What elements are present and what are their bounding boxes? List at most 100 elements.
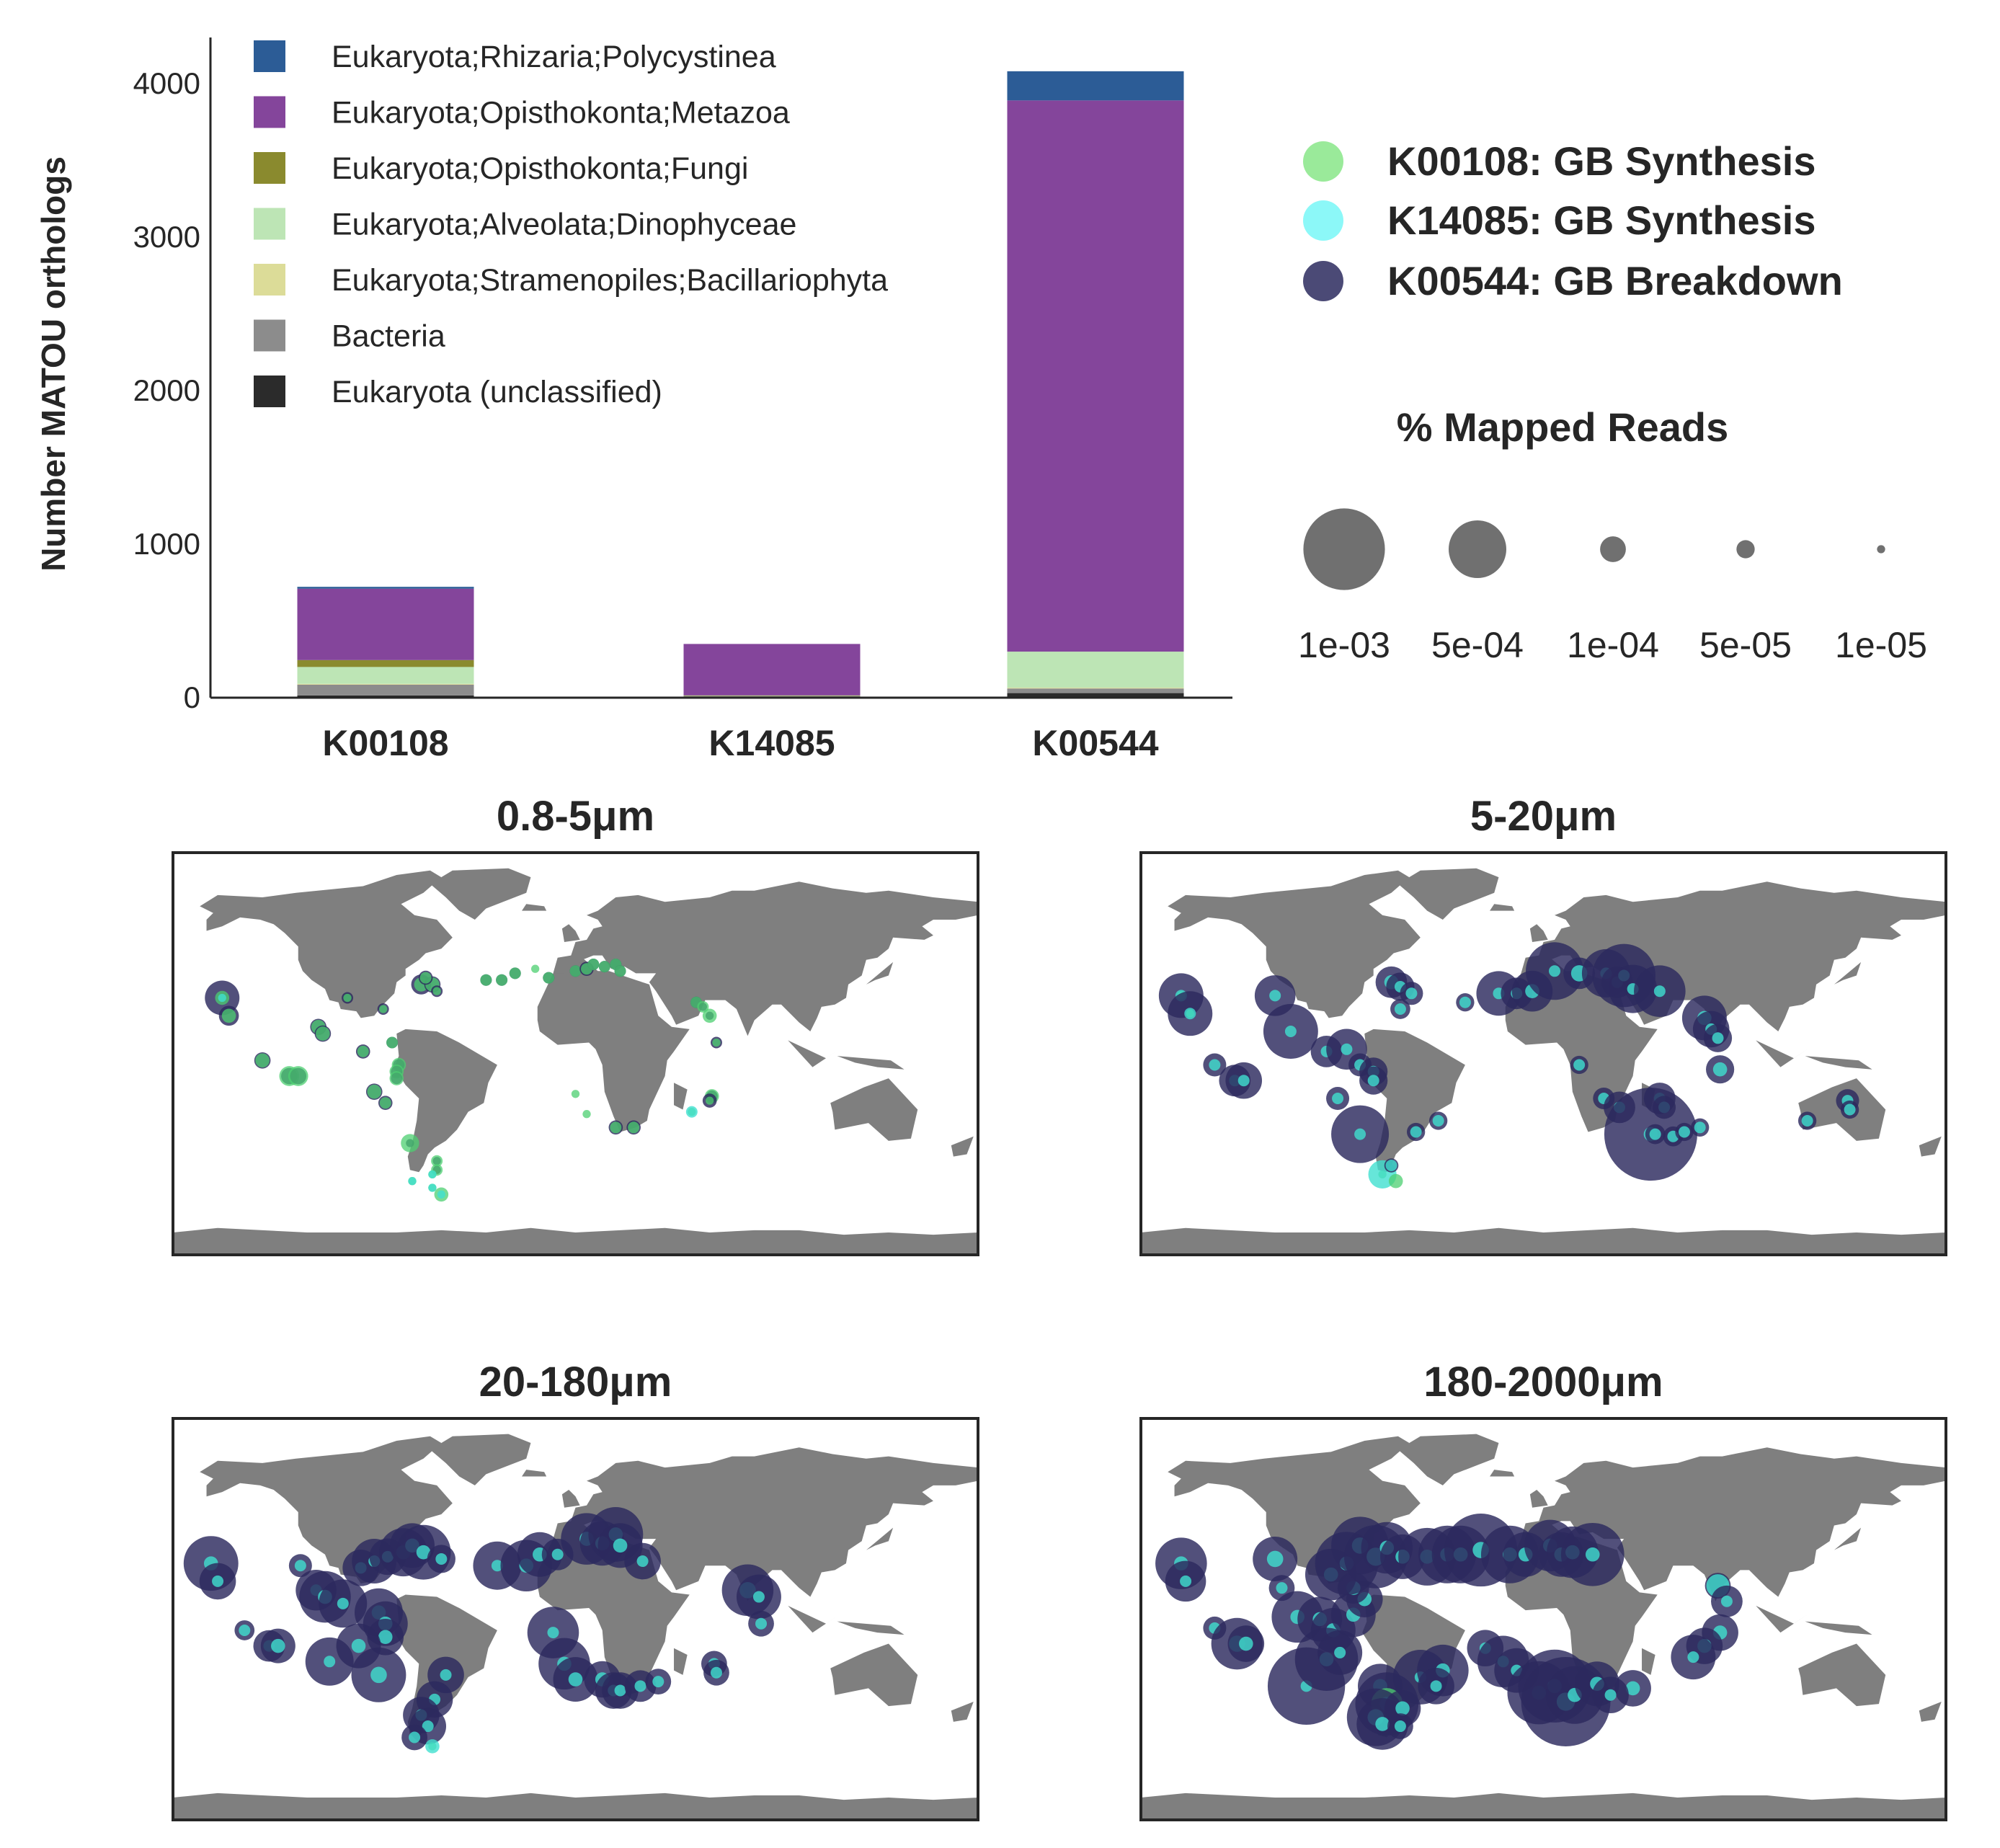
bar-segment <box>297 667 474 684</box>
gene-legend-label: K00544: GB Breakdown <box>1387 258 1843 303</box>
legend-label: Eukaryota;Rhizaria;Polycystinea <box>332 40 776 74</box>
k14085-bubble <box>324 1656 336 1668</box>
legend-swatch <box>254 96 285 128</box>
k14085-bubble <box>613 1538 628 1553</box>
k14085-bubble <box>710 1666 722 1679</box>
k14085-bubble <box>239 1624 251 1636</box>
k14085-bubble <box>547 1627 559 1639</box>
k14085-bubble <box>1604 1689 1617 1701</box>
k14085-bubble <box>1237 1075 1250 1087</box>
k14085-bubble <box>1432 1115 1444 1127</box>
k14085-bubble <box>440 1669 452 1681</box>
bar-segment <box>1007 652 1184 688</box>
k00108-bubble <box>571 1090 580 1098</box>
k14085-bubble <box>568 1672 583 1687</box>
x-tick-label: K14085 <box>708 723 835 763</box>
map-panels: 0.8-5μm 5-20μm 20-180μm 180-2000μm <box>172 793 1947 1821</box>
gene-legend: K00108: GB Synthesis K14085: GB Synthesis… <box>1303 138 1843 303</box>
k14085-bubble <box>351 1638 366 1653</box>
map-frame <box>1139 851 1947 1256</box>
k14085-bubble <box>218 993 226 1003</box>
bar-segments <box>297 71 1184 698</box>
map-panel-title: 180-2000μm <box>1423 1359 1663 1405</box>
map-panel-title: 0.8-5μm <box>497 793 654 840</box>
k14085-bubble <box>378 1630 393 1645</box>
k00108-bubble <box>367 1084 382 1099</box>
size-legend-label: 1e-05 <box>1835 625 1927 665</box>
k14085-bubble <box>752 1591 765 1603</box>
k00108-bubble <box>530 964 540 973</box>
k14085-bubble <box>491 1560 503 1572</box>
k00108-bubble <box>432 987 441 995</box>
size-legend-label: 5e-05 <box>1699 625 1792 665</box>
bar-segment <box>1007 693 1184 698</box>
k14085-bubble <box>1394 1720 1406 1733</box>
map-frame <box>172 1417 979 1821</box>
gene-legend-marker <box>1303 261 1343 301</box>
k14085-bubble <box>1410 1126 1422 1138</box>
k14085-bubble <box>551 1548 564 1560</box>
k00108-bubble <box>431 1155 443 1167</box>
k00108-bubble <box>543 972 555 984</box>
map-panel: 5-20μm <box>1139 793 1947 1256</box>
size-legend-label: 5e-04 <box>1431 625 1524 665</box>
k14085-bubble <box>435 1552 448 1565</box>
k14085-bubble <box>409 1731 421 1743</box>
k14085-bubble <box>294 1560 306 1572</box>
legend-swatch <box>254 264 285 296</box>
k00108-bubble <box>587 959 600 970</box>
k14085-bubble <box>337 1597 349 1609</box>
k14085-bubble <box>212 1575 224 1587</box>
k14085-bubble <box>1284 1026 1297 1037</box>
bar-segment <box>1007 71 1184 101</box>
legend-swatch <box>254 208 285 240</box>
k14085-bubble <box>428 1170 437 1179</box>
k14085-bubble <box>1180 1575 1192 1587</box>
k14085-bubble <box>1239 1636 1253 1651</box>
y-axis-label: Number MATOU orthologs <box>35 156 72 572</box>
k14085-bubble <box>1678 1126 1690 1138</box>
gene-legend-marker <box>1303 141 1343 182</box>
k14085-bubble <box>425 1739 440 1754</box>
legend-label: Eukaryota (unclassified) <box>332 375 662 409</box>
k14085-bubble <box>1801 1115 1813 1127</box>
k14085-bubble <box>1720 1595 1733 1607</box>
k14085-bubble <box>1334 1646 1346 1658</box>
bar-segment <box>1007 688 1184 693</box>
k14085-bubble <box>1694 1121 1706 1134</box>
map-frame <box>1139 1417 1947 1821</box>
k14085-bubble <box>428 1183 437 1192</box>
k14085-bubble <box>1844 1103 1856 1116</box>
y-ticks: 0 1000 2000 3000 4000 <box>133 66 200 714</box>
k14085-bubble <box>1385 1160 1397 1171</box>
k00108-bubble <box>582 1110 591 1119</box>
k14085-bubble <box>685 1106 698 1118</box>
k14085-bubble <box>1625 1681 1640 1696</box>
k00108-bubble <box>598 961 610 973</box>
legend-label: Bacteria <box>332 319 445 354</box>
k00108-bubble <box>697 1000 709 1013</box>
y-tick-label: 4000 <box>133 66 200 100</box>
k00108-bubble <box>1388 1173 1403 1189</box>
bar-segment <box>297 587 474 589</box>
k14085-bubble <box>1394 1003 1406 1015</box>
k14085-bubble <box>636 1555 649 1568</box>
x-tick-label: K00108 <box>322 723 448 763</box>
k00108-bubble <box>702 1008 717 1023</box>
map-panel-title: 5-20μm <box>1470 793 1617 840</box>
bar-segment <box>297 588 474 660</box>
k14085-bubble <box>370 1666 387 1684</box>
k14085-bubble <box>1269 990 1281 1002</box>
k00108-bubble <box>610 1121 622 1134</box>
bar-segment <box>297 695 474 698</box>
k14085-bubble <box>1712 1062 1728 1077</box>
k14085-bubble <box>422 1720 434 1733</box>
k14085-bubble <box>1549 965 1561 977</box>
k14085-bubble <box>652 1676 665 1688</box>
gene-legend-marker <box>1303 200 1343 241</box>
map-frame <box>172 851 979 1256</box>
k14085-bubble <box>1430 1680 1442 1692</box>
k00108-bubble <box>221 1008 236 1023</box>
legend-label: Eukaryota;Opisthokonta;Metazoa <box>332 96 790 130</box>
k00108-bubble <box>419 972 432 984</box>
